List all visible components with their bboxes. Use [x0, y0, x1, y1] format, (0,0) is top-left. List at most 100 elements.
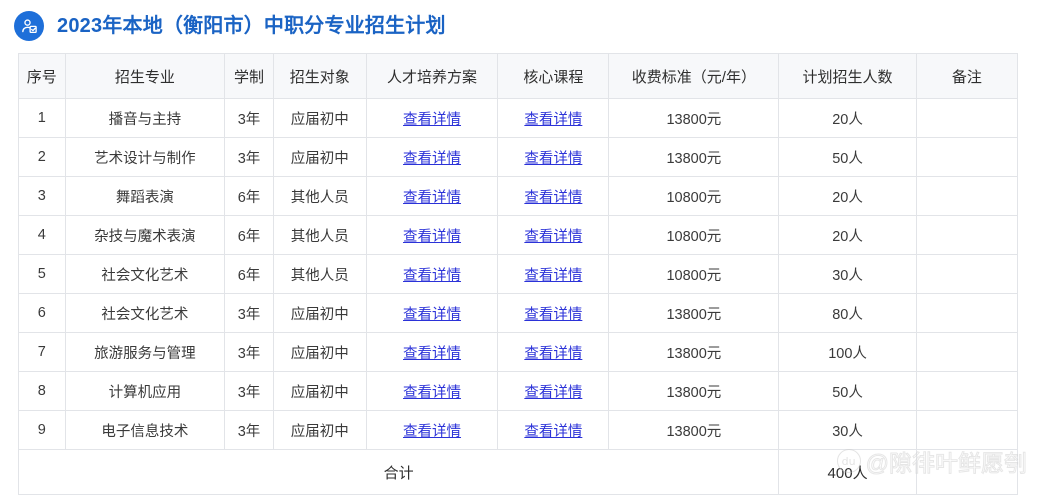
- column-header-fee: 收费标准（元/年）: [608, 53, 780, 99]
- cell-target: 应届初中: [272, 137, 367, 177]
- cell-major: 计算机应用: [64, 371, 226, 411]
- cell-major: 舞蹈表演: [64, 176, 226, 216]
- cell-course: 查看详情: [497, 410, 610, 450]
- cell-no: 9: [18, 410, 66, 450]
- cell-course-link[interactable]: 查看详情: [524, 111, 583, 128]
- cell-course-link[interactable]: 查看详情: [524, 267, 583, 284]
- table-footer: 合计 400人: [17, 449, 1019, 495]
- cell-plan-link[interactable]: 查看详情: [403, 111, 462, 128]
- table-row: 2 艺术设计与制作 3年 应届初中 查看详情 查看详情 13800元 50人: [18, 137, 1019, 177]
- cell-no: 3: [18, 176, 66, 216]
- cell-target: 其他人员: [272, 254, 367, 294]
- cell-major: 艺术设计与制作: [64, 137, 226, 177]
- cell-plan: 查看详情: [365, 410, 499, 450]
- cell-course-link[interactable]: 查看详情: [524, 423, 583, 440]
- cell-remark: [915, 371, 1019, 411]
- cell-plan-link[interactable]: 查看详情: [403, 423, 462, 440]
- cell-years: 3年: [224, 293, 274, 333]
- cell-quota: 20人: [778, 176, 917, 216]
- cell-years: 3年: [224, 332, 274, 372]
- cell-plan-link[interactable]: 查看详情: [403, 228, 462, 245]
- cell-fee: 13800元: [608, 137, 780, 177]
- cell-course: 查看详情: [497, 137, 610, 177]
- cell-plan: 查看详情: [365, 371, 499, 411]
- table-header-row: 序号 招生专业 学制 招生对象 人才培养方案 核心课程 收费标准（元/年） 计划…: [18, 53, 1019, 99]
- cell-course: 查看详情: [497, 293, 610, 333]
- total-label: 合计: [17, 449, 780, 495]
- cell-plan: 查看详情: [365, 332, 499, 372]
- cell-remark: [915, 137, 1019, 177]
- cell-years: 3年: [224, 137, 274, 177]
- cell-course: 查看详情: [497, 371, 610, 411]
- cell-fee: 13800元: [608, 98, 780, 138]
- column-header-remark: 备注: [915, 53, 1019, 99]
- user-check-icon: [14, 11, 44, 41]
- cell-plan-link[interactable]: 查看详情: [403, 150, 462, 167]
- cell-fee: 10800元: [608, 215, 780, 255]
- cell-plan-link[interactable]: 查看详情: [403, 345, 462, 362]
- table-row: 5 社会文化艺术 6年 其他人员 查看详情 查看详情 10800元 30人: [18, 254, 1019, 294]
- cell-target: 应届初中: [272, 332, 367, 372]
- cell-target: 其他人员: [272, 215, 367, 255]
- cell-remark: [915, 332, 1019, 372]
- table-row: 9 电子信息技术 3年 应届初中 查看详情 查看详情 13800元 30人: [18, 410, 1019, 450]
- table-row: 4 杂技与魔术表演 6年 其他人员 查看详情 查看详情 10800元 20人: [18, 215, 1019, 255]
- cell-no: 7: [18, 332, 66, 372]
- cell-fee: 13800元: [608, 332, 780, 372]
- total-row: 合计 400人: [17, 449, 1019, 495]
- cell-course-link[interactable]: 查看详情: [524, 345, 583, 362]
- cell-years: 6年: [224, 254, 274, 294]
- cell-course-link[interactable]: 查看详情: [524, 150, 583, 167]
- cell-quota: 50人: [778, 137, 917, 177]
- cell-plan: 查看详情: [365, 98, 499, 138]
- cell-course: 查看详情: [497, 176, 610, 216]
- cell-remark: [915, 410, 1019, 450]
- cell-course: 查看详情: [497, 254, 610, 294]
- column-header-no: 序号: [18, 53, 66, 99]
- cell-course-link[interactable]: 查看详情: [524, 306, 583, 323]
- column-header-plan: 人才培养方案: [365, 53, 499, 99]
- cell-remark: [915, 293, 1019, 333]
- cell-fee: 13800元: [608, 293, 780, 333]
- cell-fee: 10800元: [608, 254, 780, 294]
- cell-no: 6: [18, 293, 66, 333]
- table-row: 3 舞蹈表演 6年 其他人员 查看详情 查看详情 10800元 20人: [18, 176, 1019, 216]
- page-header: 2023年本地（衡阳市）中职分专业招生计划: [0, 0, 1037, 52]
- cell-years: 6年: [224, 176, 274, 216]
- cell-target: 应届初中: [272, 98, 367, 138]
- cell-fee: 13800元: [608, 410, 780, 450]
- cell-quota: 80人: [778, 293, 917, 333]
- cell-no: 4: [18, 215, 66, 255]
- table-header: 序号 招生专业 学制 招生对象 人才培养方案 核心课程 收费标准（元/年） 计划…: [18, 53, 1019, 99]
- column-header-major: 招生专业: [64, 53, 226, 99]
- cell-quota: 30人: [778, 410, 917, 450]
- cell-plan: 查看详情: [365, 293, 499, 333]
- cell-course: 查看详情: [497, 332, 610, 372]
- cell-target: 应届初中: [272, 293, 367, 333]
- cell-remark: [915, 254, 1019, 294]
- cell-fee: 13800元: [608, 371, 780, 411]
- cell-plan-link[interactable]: 查看详情: [403, 189, 462, 206]
- cell-plan-link[interactable]: 查看详情: [403, 267, 462, 284]
- cell-major: 旅游服务与管理: [64, 332, 226, 372]
- cell-plan: 查看详情: [365, 215, 499, 255]
- cell-years: 6年: [224, 215, 274, 255]
- cell-quota: 20人: [778, 98, 917, 138]
- cell-course-link[interactable]: 查看详情: [524, 384, 583, 401]
- cell-remark: [915, 215, 1019, 255]
- cell-plan-link[interactable]: 查看详情: [403, 306, 462, 323]
- column-header-target: 招生对象: [272, 53, 367, 99]
- cell-quota: 30人: [778, 254, 917, 294]
- cell-course-link[interactable]: 查看详情: [524, 228, 583, 245]
- cell-plan-link[interactable]: 查看详情: [403, 384, 462, 401]
- cell-course: 查看详情: [497, 98, 610, 138]
- column-header-course: 核心课程: [497, 53, 610, 99]
- column-header-years: 学制: [224, 53, 274, 99]
- table-body: 1 播音与主持 3年 应届初中 查看详情 查看详情 13800元 20人 2 艺术设计与制作 3年应…: [18, 98, 1019, 450]
- cell-major: 播音与主持: [64, 98, 226, 138]
- cell-quota: 50人: [778, 371, 917, 411]
- total-remark: [915, 449, 1019, 495]
- cell-course-link[interactable]: 查看详情: [524, 189, 583, 206]
- total-quota: 400人: [778, 449, 917, 495]
- cell-no: 8: [18, 371, 66, 411]
